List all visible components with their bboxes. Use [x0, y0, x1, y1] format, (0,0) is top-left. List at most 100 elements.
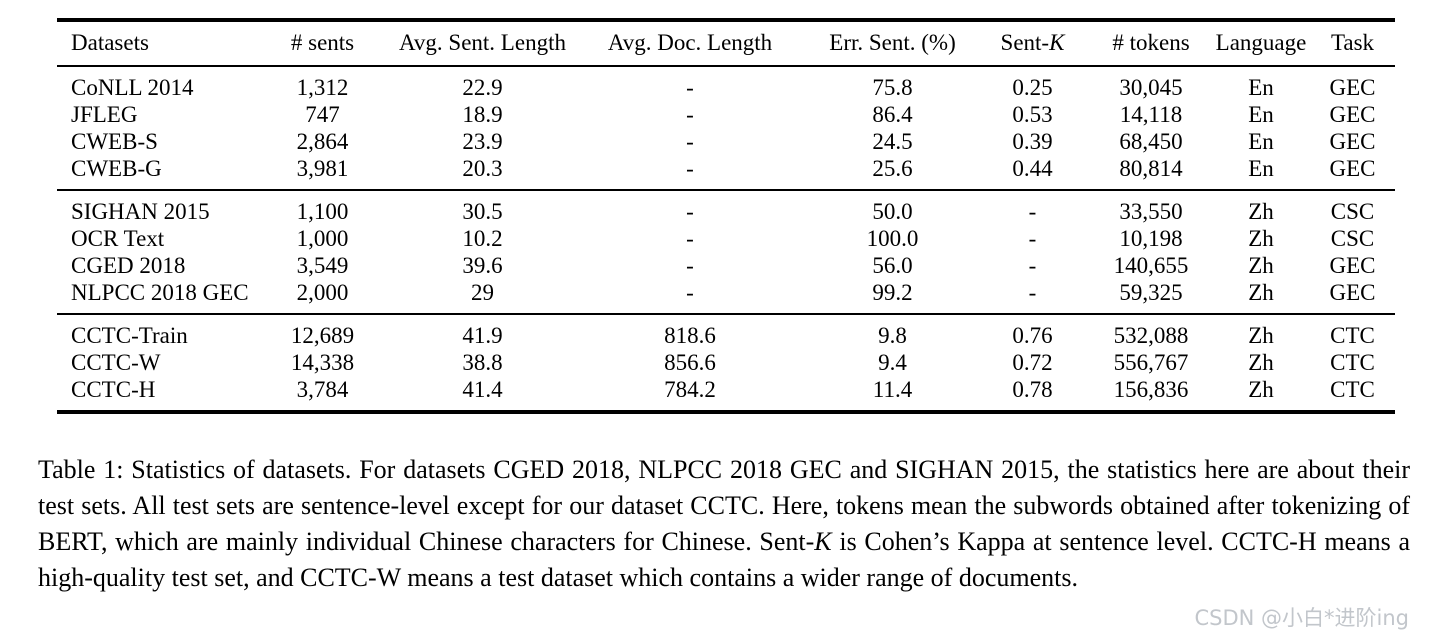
table-cell: En — [1248, 156, 1274, 181]
table-cell: - — [686, 129, 694, 154]
table-row: CWEB-G 3,981 20.3 - 25.6 0.44 80,814 En GEC — [57, 155, 1395, 190]
caption-italic-k: K — [814, 527, 832, 556]
table-cell: 14,118 — [1119, 102, 1183, 127]
table-cell: 156,836 — [1113, 377, 1189, 402]
table-cell: En — [1248, 102, 1274, 127]
csdn-watermark: CSDN @小白*进阶ing — [1194, 606, 1409, 630]
dataset-name-cell: CoNLL 2014 — [71, 75, 194, 100]
table-cell: GEC — [1329, 156, 1376, 181]
table-cell: - — [686, 102, 694, 127]
table-cell: 0.25 — [1012, 75, 1053, 100]
column-header-3: Avg. Doc. Length — [607, 30, 773, 55]
column-header-5: Sent-K — [1000, 30, 1065, 55]
table-cell: - — [1028, 280, 1037, 305]
table-row: CGED 2018 3,549 39.6 - 56.0 - 140,655 Zh GEC — [57, 252, 1395, 279]
table-cell: - — [686, 75, 694, 100]
datasets-statistics-table: Datasets # sents Avg. Sent. Length Avg. Doc… — [57, 18, 1395, 414]
table-caption: Table 1: Statistics of datasets. For dat… — [38, 452, 1410, 596]
table-cell: CSC — [1330, 199, 1375, 224]
table-cell: 3,981 — [296, 156, 349, 181]
table-cell: 556,767 — [1113, 350, 1189, 375]
table-cell: 68,450 — [1119, 129, 1183, 154]
table-cell: 0.76 — [1012, 323, 1053, 348]
table-cell: 2,000 — [296, 280, 349, 305]
table-row: OCR Text 1,000 10.2 - 100.0 - 10,198 Zh CSC — [57, 225, 1395, 252]
column-header-4: Err. Sent. (%) — [829, 30, 956, 55]
table-cell: 18.9 — [462, 102, 503, 127]
table-group-chinese-benchmarks: SIGHAN 2015 1,100 30.5-50.0-33,550 Zh CSC OCR… — [57, 190, 1395, 314]
table-cell: - — [686, 253, 694, 278]
table-cell: GEC — [1329, 253, 1376, 278]
table-cell: 50.0 — [872, 199, 913, 224]
table-cell: GEC — [1329, 280, 1376, 305]
table-cell: Zh — [1248, 280, 1274, 305]
dataset-name-cell: SIGHAN 2015 — [71, 199, 210, 224]
table-cell: 30,045 — [1119, 75, 1183, 100]
dataset-name-cell: CCTC-W — [71, 350, 161, 375]
table-cell: CTC — [1330, 323, 1375, 348]
table-cell: - — [686, 280, 694, 305]
dataset-name-cell: CCTC-Train — [71, 323, 188, 348]
table-cell: 100.0 — [866, 226, 919, 251]
table-cell: 0.53 — [1012, 102, 1053, 127]
table-cell: En — [1248, 129, 1274, 154]
table-cell: CSC — [1330, 226, 1375, 251]
table-cell: 23.9 — [462, 129, 503, 154]
table-cell: CTC — [1330, 377, 1375, 402]
table-cell: 59,325 — [1119, 280, 1183, 305]
table-row: CWEB-S 2,864 23.9 - 24.5 0.39 68,450 En GEC — [57, 128, 1395, 155]
table-cell: 3,549 — [296, 253, 349, 278]
dataset-name-cell: JFLEG — [71, 102, 138, 127]
table-cell: 20.3 — [462, 156, 503, 181]
table-cell: Zh — [1248, 350, 1274, 375]
table-cell: 38.8 — [462, 350, 503, 375]
table-cell: GEC — [1329, 75, 1376, 100]
dataset-name-cell: OCR Text — [71, 226, 165, 251]
table-cell: 1,312 — [296, 75, 349, 100]
table-row: CCTC-W 14,338 38.8 856.6 9.4 0.72 556,767 Zh CTC — [57, 349, 1395, 376]
table-cell: 39.6 — [462, 253, 503, 278]
table-cell: 818.6 — [664, 323, 716, 348]
table-cell: - — [1028, 199, 1037, 224]
table-cell: 12,689 — [290, 323, 355, 348]
table-cell: - — [1028, 226, 1037, 251]
column-header-6: # tokens — [1112, 30, 1190, 55]
table-cell: 3,784 — [296, 377, 349, 402]
table-cell: 22.9 — [462, 75, 503, 100]
table-cell: 532,088 — [1113, 323, 1189, 348]
table-header: Datasets # sents Avg. Sent. Length Avg. Doc… — [57, 20, 1395, 66]
table-cell: - — [1028, 253, 1037, 278]
table-cell: Zh — [1248, 253, 1274, 278]
table-cell: 41.9 — [462, 323, 503, 348]
table-row: CoNLL 2014 1,312 22.9 - 75.8 0.25 30,045 En GEC — [57, 66, 1395, 101]
column-header-1: # sents — [290, 30, 355, 55]
table-cell: 86.4 — [872, 102, 913, 127]
dataset-name-cell: CWEB-S — [71, 129, 158, 154]
table-cell: - — [686, 156, 694, 181]
table-cell: 75.8 — [872, 75, 913, 100]
table-cell: 9.4 — [878, 350, 907, 375]
table-row: JFLEG 747 18.9 - 86.4 0.53 14,118 En GEC — [57, 101, 1395, 128]
table-row: CCTC-Train 12,689 41.9 818.6 9.8 0.76 532,088 Z… — [57, 314, 1395, 349]
column-header-7: Language — [1215, 30, 1307, 55]
table-cell: En — [1248, 75, 1274, 100]
column-header-8: Task — [1330, 30, 1375, 55]
table-cell: 0.44 — [1012, 156, 1053, 181]
table-cell: - — [686, 226, 694, 251]
table-cell: Zh — [1248, 377, 1274, 402]
table-cell: Zh — [1248, 226, 1274, 251]
table-cell: 99.2 — [872, 280, 913, 305]
table-cell: 0.78 — [1012, 377, 1053, 402]
table-cell: - — [686, 199, 694, 224]
table-cell: 856.6 — [664, 350, 716, 375]
table-cell: 1,000 — [296, 226, 349, 251]
column-header-0: Datasets — [71, 30, 149, 55]
table-cell: 11.4 — [872, 377, 913, 402]
table-cell: 2,864 — [296, 129, 349, 154]
table-cell: 30.5 — [462, 199, 503, 224]
table-cell: 9.8 — [878, 323, 907, 348]
table-group-cctc: CCTC-Train 12,689 41.9 818.6 9.8 0.76 532,088 Z… — [57, 314, 1395, 412]
table-row: SIGHAN 2015 1,100 30.5 - 50.0 - 33,550 Zh CSC — [57, 190, 1395, 225]
dataset-name-cell: CWEB-G — [71, 156, 162, 181]
